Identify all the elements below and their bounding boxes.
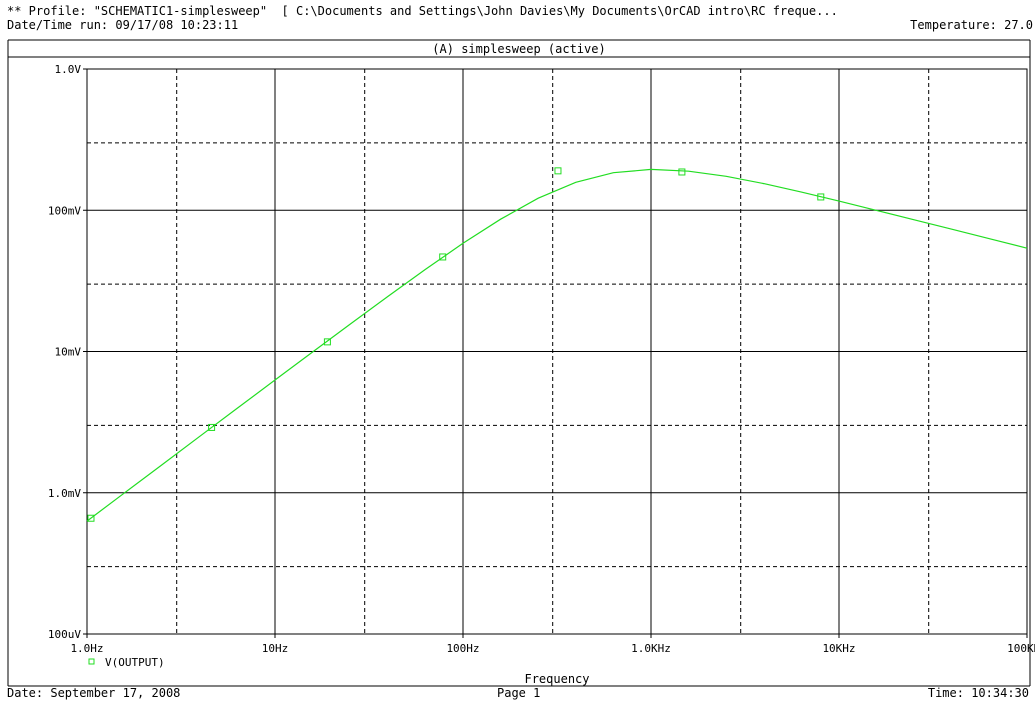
series-marker — [323, 338, 331, 346]
x-tick-label: 100Hz — [446, 642, 479, 655]
temperature-readout: Temperature: 27.0 — [910, 18, 1033, 32]
profile-header: ** Profile: "SCHEMATIC1-simplesweep" [ C… — [7, 4, 838, 18]
run-datetime: Date/Time run: 09/17/08 10:23:11 — [7, 18, 239, 32]
x-tick-label: 1.0KHz — [631, 642, 671, 655]
y-tick-label: 10mV — [55, 346, 82, 359]
grid — [87, 69, 1027, 634]
x-axis-label: Frequency — [524, 672, 589, 686]
legend-marker — [88, 658, 95, 665]
y-tick-label: 100uV — [48, 628, 81, 641]
x-tick-label: 10Hz — [262, 642, 289, 655]
series-layer — [86, 167, 1028, 522]
series-marker — [87, 514, 95, 522]
x-tick-label: 1.0Hz — [70, 642, 103, 655]
footer-date: Date: September 17, 2008 — [7, 686, 181, 700]
x-tick-label: 10KHz — [822, 642, 855, 655]
series-marker — [678, 168, 686, 176]
chart-title: (A) simplesweep (active) — [432, 42, 605, 56]
y-tick-label: 1.0V — [55, 63, 82, 76]
tick-labels: 1.0Hz 10Hz 100Hz 1.0KHz 10KHz 100KHz 1.0V 100mV… — [48, 63, 1035, 655]
legend-entry: V(OUTPUT) — [105, 656, 165, 669]
series-marker — [439, 253, 447, 261]
footer-page: Page 1 — [497, 686, 541, 700]
y-tick-label: 100mV — [48, 204, 81, 217]
footer-time: Time: 10:34:30 — [927, 686, 1029, 700]
y-tick-label: 1.0mV — [48, 487, 81, 500]
x-tick-label: 100KHz — [1007, 642, 1035, 655]
series-marker — [554, 167, 562, 175]
series-line-v-output — [86, 168, 1028, 522]
series-marker — [817, 193, 825, 201]
series-marker — [208, 423, 216, 431]
legend: V(OUTPUT) — [88, 656, 165, 669]
